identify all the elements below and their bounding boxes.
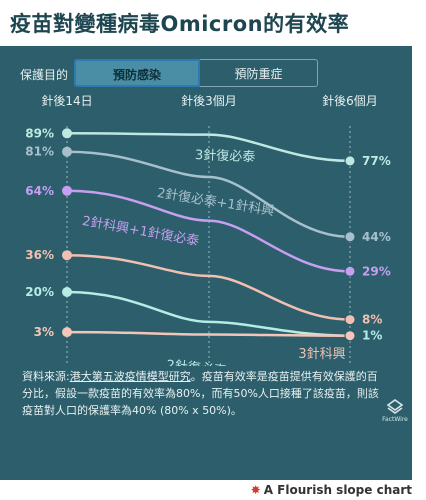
footnote-text: 。疫苗有效率是疫苗提供有效保護的百分比，假設一款疫苗的有效率為80%，而有50%… — [22, 370, 379, 417]
start-value-label: 89% — [25, 126, 54, 140]
series-line — [65, 330, 352, 337]
title-bar: 疫苗對變種病毒Omicron的有效率 — [0, 0, 426, 46]
flourish-icon: ✸ — [250, 483, 261, 497]
start-value-label: 81% — [25, 145, 54, 159]
slope-chart: 針後14日 針後3個月 針後6個月 89% 77% 81% 44% 64% 29% 36% 8% 20… — [25, 93, 391, 366]
series-start-point — [62, 250, 72, 261]
series-start-point — [62, 146, 72, 157]
flourish-credit[interactable]: ✸ A Flourish slope chart — [251, 483, 412, 497]
footnote-source-link[interactable]: 港大第五波疫情模型研究 — [69, 370, 191, 383]
series-line — [65, 253, 352, 321]
tab-prevent-infection[interactable]: 預防感染 — [74, 59, 200, 87]
series-end-point — [344, 330, 356, 342]
series-name-label: 3針科興 — [298, 347, 345, 362]
series-name-label: 2針科興+1針復必泰 — [81, 213, 200, 249]
end-value-label: 44% — [362, 230, 391, 244]
series-start-point — [62, 287, 72, 297]
factwire-logo-text: FactWire — [382, 416, 408, 423]
factwire-logo-icon — [386, 399, 404, 414]
end-value-label: 77% — [362, 154, 391, 168]
end-value-label: 29% — [362, 264, 391, 278]
series-start-point — [62, 128, 72, 139]
flourish-credit-text: A Flourish slope chart — [263, 483, 412, 497]
series-line — [65, 132, 352, 163]
factwire-logo: FactWire — [382, 398, 408, 423]
series-line — [65, 150, 352, 239]
start-value-label: 3% — [34, 325, 54, 339]
series-line — [65, 189, 352, 273]
series-start-point — [62, 185, 72, 196]
start-value-label: 64% — [25, 184, 54, 198]
series-name-label: 3針復必泰 — [195, 147, 256, 165]
x-axis-label: 針後3個月 — [181, 93, 237, 108]
chart-title: 疫苗對變種病毒Omicron的有效率 — [10, 12, 350, 36]
x-axis-label: 針後6個月 — [322, 93, 378, 108]
end-value-label: 1% — [362, 329, 382, 343]
x-axis-label: 針後14日 — [41, 93, 92, 108]
end-value-label: 8% — [362, 313, 382, 327]
series-line — [65, 290, 352, 337]
series-end-point — [344, 314, 356, 326]
footnote: 資料來源:港大第五波疫情模型研究。疫苗有效率是疫苗提供有效保護的百分比，假設一款… — [22, 368, 382, 419]
series-end-point — [344, 231, 356, 243]
series-start-point — [62, 327, 72, 338]
series-end-point — [344, 265, 356, 277]
chart-panel: 保護目的 預防感染 預防重症 — [0, 46, 412, 480]
start-value-label: 20% — [25, 285, 54, 299]
series-end-point — [344, 155, 356, 167]
controls-label: 保護目的 — [20, 68, 69, 82]
footnote-prefix: 資料來源: — [22, 370, 70, 383]
start-value-label: 36% — [25, 248, 54, 262]
series-name-label: 2針復必泰 — [166, 357, 228, 366]
tab-prevent-severe[interactable]: 預防重症 — [200, 59, 318, 87]
